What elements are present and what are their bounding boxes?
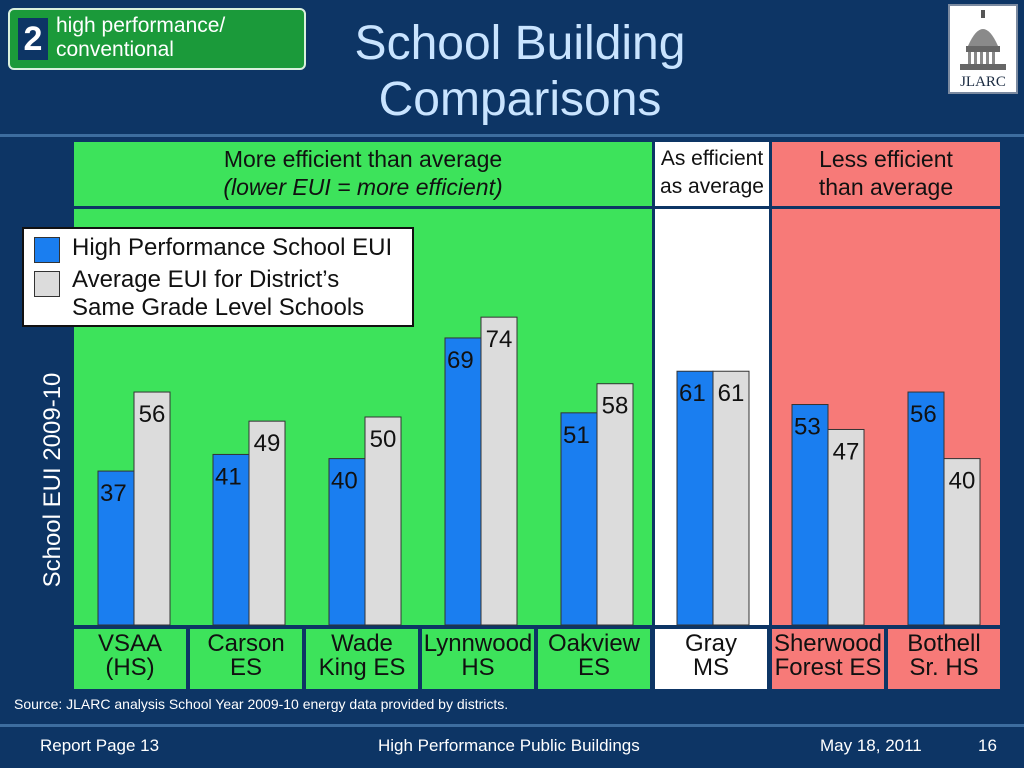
category-label-line1: VSAA [97, 630, 163, 657]
jlarc-logo: JLARC [948, 4, 1018, 94]
category-label-line1: Bothell [907, 630, 981, 657]
category-label-line2: (HS) [105, 654, 155, 681]
category-label-line2: King ES [318, 654, 406, 681]
bar-value-label: 51 [563, 422, 590, 449]
footer-report-page: Report Page 13 [40, 736, 160, 755]
bar-high-performance [444, 337, 482, 626]
legend-label-high: High Performance School EUI [72, 234, 393, 261]
bar-average [712, 370, 750, 626]
logo-text: JLARC [960, 74, 1006, 90]
bar-value-label: 37 [100, 480, 127, 507]
slide-title-line2: Comparisons [378, 73, 662, 126]
bar-high-performance [676, 370, 714, 626]
section-number: 2 [18, 18, 48, 60]
bar-value-label: 49 [254, 430, 281, 457]
bar-value-label: 50 [370, 426, 397, 453]
category-label-line2: HS [461, 654, 495, 681]
zone-same-line2: as average [660, 175, 764, 198]
bar-value-label: 61 [679, 380, 706, 407]
section-label-line2: conventional [56, 38, 174, 61]
bar-high-performance [328, 458, 366, 626]
bar-average [943, 458, 981, 626]
zone-less-line2: than average [818, 174, 954, 200]
category-label: Bothell Sr. HS [888, 629, 1000, 689]
bar-value-label: 69 [447, 347, 474, 374]
zone-header-more-efficient: More efficient than average (lower EUI =… [74, 142, 652, 206]
bar-average [827, 428, 865, 626]
chart-legend: High Performance School EUI Average EUI … [22, 227, 414, 327]
footer-page-number: 16 [978, 736, 997, 755]
category-label-line1: Wade [331, 630, 393, 657]
footer-title: High Performance Public Buildings [378, 736, 640, 755]
legend-swatch-high [34, 237, 60, 263]
bar-value-label: 74 [486, 326, 513, 353]
category-label: Oakview ES [538, 629, 650, 689]
bar-average [596, 383, 634, 626]
zone-less-line1: Less efficient [819, 146, 953, 172]
category-label-line2: ES [577, 654, 610, 681]
bar-average [480, 316, 518, 626]
bar-value-label: 40 [949, 468, 976, 495]
zone-more-line1: More efficient than average [223, 146, 503, 172]
slide-title: School Building Comparisons [300, 16, 740, 128]
category-label-line2: Sr. HS [909, 654, 979, 681]
footer-date: May 18, 2011 [820, 736, 922, 755]
capitol-dome-icon: JLARC [960, 10, 1006, 90]
bar-value-label: 40 [331, 468, 358, 495]
bar-high-performance [212, 453, 250, 626]
category-label: Lynnwood HS [422, 629, 534, 689]
zone-more-line2: (lower EUI = more efficient) [223, 174, 503, 200]
bar-value-label: 58 [602, 393, 629, 420]
bar-value-label: 56 [139, 401, 166, 428]
legend-label-avg-line1: Average EUI for District’s [72, 266, 340, 293]
section-label: high performance/ conventional [56, 14, 225, 62]
category-label-line2: Forest ES [774, 654, 882, 681]
bar-high-performance [791, 404, 829, 626]
zone-header-less-efficient: Less efficient than average [772, 142, 1000, 206]
category-label-line1: Sherwood [773, 630, 883, 657]
source-note: Source: JLARC analysis School Year 2009-… [14, 696, 509, 712]
category-label: Wade King ES [306, 629, 418, 689]
category-label: Sherwood Forest ES [772, 629, 884, 689]
zone-header-as-efficient: As efficient as average [655, 142, 769, 206]
bar-value-label: 61 [718, 380, 745, 407]
bar-value-label: 47 [833, 438, 860, 465]
y-axis-label: School EUI 2009-10 [39, 372, 66, 588]
legend-swatch-avg [34, 271, 60, 297]
category-label: VSAA (HS) [74, 629, 186, 689]
footer-divider [0, 724, 1024, 727]
bar-average [248, 420, 286, 626]
category-label-line1: Carson [207, 630, 285, 657]
bar-average [364, 416, 402, 626]
category-label-line2: MS [693, 654, 729, 681]
bar-high-performance [97, 470, 135, 626]
category-label-line2: ES [229, 654, 262, 681]
category-label-line1: Oakview [547, 630, 641, 657]
category-label-line1: Gray [684, 630, 737, 657]
section-badge: 2 high performance/ conventional [8, 8, 306, 70]
zone-same-line1: As efficient [660, 147, 764, 170]
category-label-line1: Lynnwood [423, 630, 533, 657]
bar-value-label: 41 [215, 463, 242, 490]
legend-label-avg-line2: Same Grade Level Schools [72, 294, 365, 321]
bar-value-label: 56 [910, 401, 937, 428]
section-label-line1: high performance/ [56, 14, 226, 37]
bar-high-performance [560, 412, 598, 626]
category-label: Gray MS [655, 629, 767, 689]
slide-title-line1: School Building [354, 17, 686, 70]
bar-value-label: 53 [794, 414, 821, 441]
bar-high-performance [907, 391, 945, 626]
bar-average [133, 391, 171, 626]
category-label: Carson ES [190, 629, 302, 689]
title-divider [0, 134, 1024, 137]
